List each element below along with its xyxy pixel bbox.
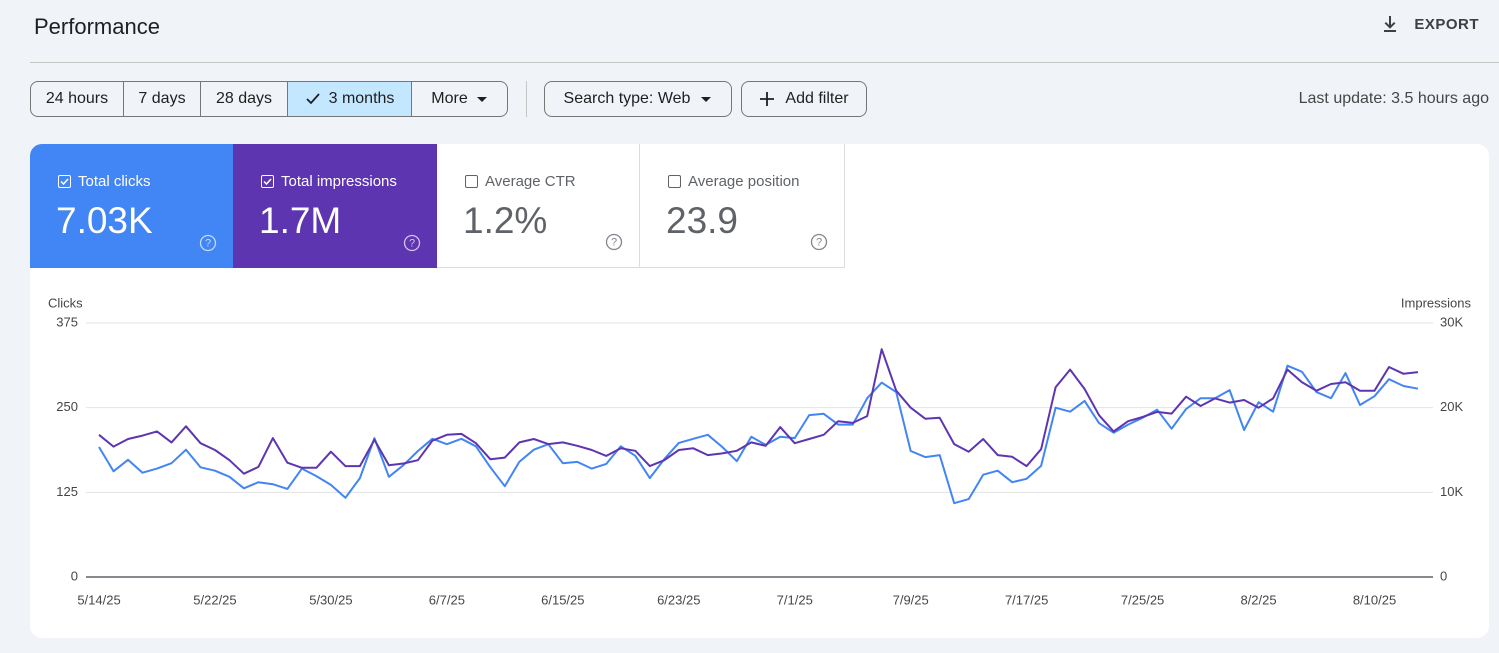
y2-tick-label: 20K xyxy=(1440,399,1463,414)
separator xyxy=(526,81,527,117)
y-axis-title: Clicks xyxy=(48,295,83,310)
x-tick-label: 7/25/25 xyxy=(1121,592,1164,607)
y2-tick-label: 10K xyxy=(1440,484,1463,499)
performance-card: Total clicks 7.03K ? Total impressions 1… xyxy=(30,144,1489,638)
x-tick-label: 7/17/25 xyxy=(1005,592,1048,607)
search-type-button[interactable]: Search type: Web xyxy=(544,81,732,117)
date-range-option[interactable]: 7 days xyxy=(124,82,201,116)
export-label: EXPORT xyxy=(1414,15,1479,33)
metric-label: Total clicks xyxy=(78,173,151,190)
x-tick-label: 6/23/25 xyxy=(657,592,700,607)
series-line xyxy=(98,348,1419,475)
checkbox xyxy=(58,175,71,188)
checkbox xyxy=(261,175,274,188)
option-label: 24 hours xyxy=(45,90,109,107)
x-tick-label: 6/7/25 xyxy=(429,592,465,607)
metric-value: 1.7M xyxy=(259,200,342,241)
x-tick-label: 7/9/25 xyxy=(893,592,929,607)
dropdown-icon xyxy=(701,97,712,102)
metric-tile[interactable]: Average CTR 1.2% ? xyxy=(437,144,640,268)
page-title: Performance xyxy=(34,14,160,39)
metric-label: Average CTR xyxy=(485,173,576,190)
svg-text:?: ? xyxy=(205,237,211,249)
divider xyxy=(30,62,1499,63)
option-label: 28 days xyxy=(215,90,273,107)
x-tick-label: 8/10/25 xyxy=(1353,592,1396,607)
checkbox xyxy=(668,175,681,188)
metric-value: 1.2% xyxy=(463,200,548,241)
y-tick-label: 125 xyxy=(56,484,78,499)
metric-value: 7.03K xyxy=(56,200,153,241)
help-icon: ? xyxy=(605,233,623,251)
y-tick-label: 0 xyxy=(71,568,78,583)
svg-text:?: ? xyxy=(611,236,617,248)
y-tick-label: 375 xyxy=(56,314,78,329)
check-icon xyxy=(305,93,320,105)
svg-text:?: ? xyxy=(816,236,822,248)
date-range-option[interactable]: More xyxy=(412,82,507,116)
metric-value: 23.9 xyxy=(666,200,739,241)
export-button[interactable]: EXPORT xyxy=(1380,14,1479,34)
series-line xyxy=(98,364,1419,505)
last-update: Last update: 3.5 hours ago xyxy=(1298,90,1489,107)
download-icon xyxy=(1384,16,1397,32)
x-tick-label: 8/2/25 xyxy=(1240,592,1276,607)
help-icon: ? xyxy=(199,234,217,252)
y2-axis-title: Impressions xyxy=(1401,295,1472,310)
x-tick-label: 5/22/25 xyxy=(193,592,236,607)
x-tick-label: 5/30/25 xyxy=(309,592,352,607)
checkbox xyxy=(465,175,478,188)
dropdown-icon xyxy=(476,97,487,102)
metric-tile[interactable]: Total impressions 1.7M ? xyxy=(233,144,437,268)
x-tick-label: 5/14/25 xyxy=(77,592,120,607)
button-label: Search type: Web xyxy=(563,90,691,107)
add-filter-button[interactable]: Add filter xyxy=(741,81,867,117)
y-tick-label: 250 xyxy=(56,399,78,414)
option-label: More xyxy=(431,90,468,107)
button-label: Add filter xyxy=(785,90,849,107)
x-tick-label: 7/1/25 xyxy=(777,592,813,607)
x-tick-label: 6/15/25 xyxy=(541,592,584,607)
plus-icon xyxy=(760,92,775,106)
date-range-group: 24 hours 7 days 28 days 3 months More xyxy=(30,81,508,117)
date-range-option[interactable]: 28 days xyxy=(201,82,288,116)
y2-tick-label: 30K xyxy=(1440,314,1463,329)
metric-tile[interactable]: Total clicks 7.03K ? xyxy=(30,144,233,268)
date-range-option[interactable]: 3 months xyxy=(288,82,412,116)
metric-label: Total impressions xyxy=(281,173,397,190)
help-icon: ? xyxy=(810,233,828,251)
date-range-option[interactable]: 24 hours xyxy=(31,82,124,116)
svg-text:?: ? xyxy=(409,237,415,249)
y2-tick-label: 0 xyxy=(1440,568,1447,583)
help-icon: ? xyxy=(403,234,421,252)
metric-label: Average position xyxy=(688,173,800,190)
option-label: 7 days xyxy=(138,90,186,107)
option-label: 3 months xyxy=(328,90,395,107)
metric-tile[interactable]: Average position 23.9 ? xyxy=(640,144,845,268)
